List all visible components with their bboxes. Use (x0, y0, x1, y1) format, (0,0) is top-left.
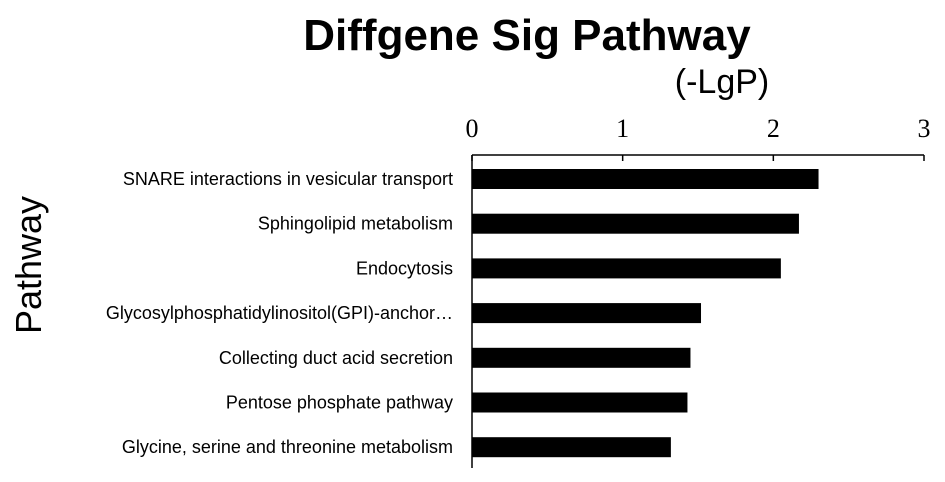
x-tick-label: 1 (616, 114, 629, 143)
x-ticks: 0 1 2 3 (466, 114, 931, 161)
category-label: Pentose phosphate pathway (226, 393, 453, 413)
category-labels: SNARE interactions in vesicular transpor… (106, 169, 453, 457)
category-label: Endocytosis (356, 258, 453, 278)
bar (472, 303, 702, 324)
chart-title: Diffgene Sig Pathway (303, 11, 751, 60)
category-label: Glycine, serine and threonine metabolism (122, 437, 453, 457)
bar (472, 213, 799, 234)
bar (472, 437, 671, 458)
category-label: Glycosylphosphatidylinositol(GPI)-anchor… (106, 303, 453, 323)
bars (472, 169, 819, 458)
category-label: Collecting duct acid secretion (219, 348, 453, 368)
x-tick-label: 0 (466, 114, 479, 143)
bar (472, 258, 781, 279)
bar (472, 347, 691, 368)
x-tick-label: 3 (918, 114, 931, 143)
category-label: Sphingolipid metabolism (258, 214, 453, 234)
x-axis-label: (-LgP) (675, 63, 769, 101)
category-label: SNARE interactions in vesicular transpor… (123, 169, 453, 189)
y-axis-label: Pathway (8, 196, 49, 334)
x-tick-label: 2 (767, 114, 780, 143)
bar (472, 169, 819, 189)
bar (472, 392, 688, 413)
